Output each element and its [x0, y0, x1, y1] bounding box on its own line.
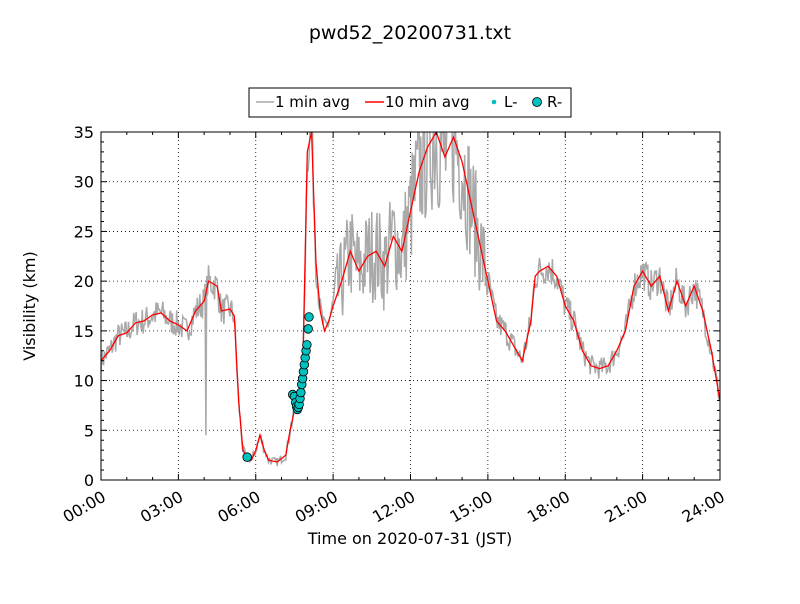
x-tick-label: 09:00 [292, 487, 341, 527]
y-tick-label: 25 [74, 222, 94, 241]
x-tick-label: 24:00 [679, 487, 728, 527]
x-tick-label: 12:00 [369, 487, 418, 527]
r-point [304, 312, 314, 322]
x-tick-label: 18:00 [524, 487, 573, 527]
legend-10min-label: 10 min avg [385, 93, 470, 111]
y-tick-label: 15 [74, 322, 94, 341]
x-axis-label: Time on 2020-07-31 (JST) [307, 529, 512, 548]
legend-l-label: L- [504, 93, 518, 111]
y-tick-label: 30 [74, 173, 94, 192]
x-axis-ticks: 00:00 03:00 06:00 09:00 12:00 15:00 18:00 21:00… [60, 132, 728, 527]
plot-content [101, 132, 720, 467]
x-tick-label: 06:00 [214, 487, 263, 527]
y-tick-label: 20 [74, 272, 94, 291]
r-point [242, 452, 252, 462]
series-1min-line [101, 132, 720, 467]
r-point [296, 387, 306, 398]
y-tick-label: 35 [74, 123, 94, 142]
legend: 1 min avg 10 min avg L- R- [248, 87, 572, 118]
y-axis-label: Visibility (km) [20, 251, 39, 360]
legend-r-label: R- [547, 93, 562, 111]
x-tick-label: 00:00 [60, 487, 109, 527]
x-tick-label: 03:00 [137, 487, 186, 527]
r-point [302, 340, 312, 350]
legend-l-marker [491, 99, 497, 105]
legend-1min-label: 1 min avg [275, 93, 350, 111]
r-point [303, 324, 313, 334]
x-tick-label: 15:00 [446, 487, 495, 527]
legend-box [248, 87, 572, 118]
x-tick-label: 21:00 [601, 487, 650, 527]
series-r-points [242, 312, 314, 462]
chart-title: pwd52_20200731.txt [309, 22, 511, 44]
y-tick-label: 10 [74, 372, 94, 391]
y-tick-label: 0 [84, 471, 94, 490]
series-10min-line [101, 132, 720, 463]
y-tick-label: 5 [84, 421, 94, 440]
legend-r-marker [532, 97, 542, 107]
y-axis-ticks: 0 5 10 15 20 25 30 35 [74, 123, 720, 490]
